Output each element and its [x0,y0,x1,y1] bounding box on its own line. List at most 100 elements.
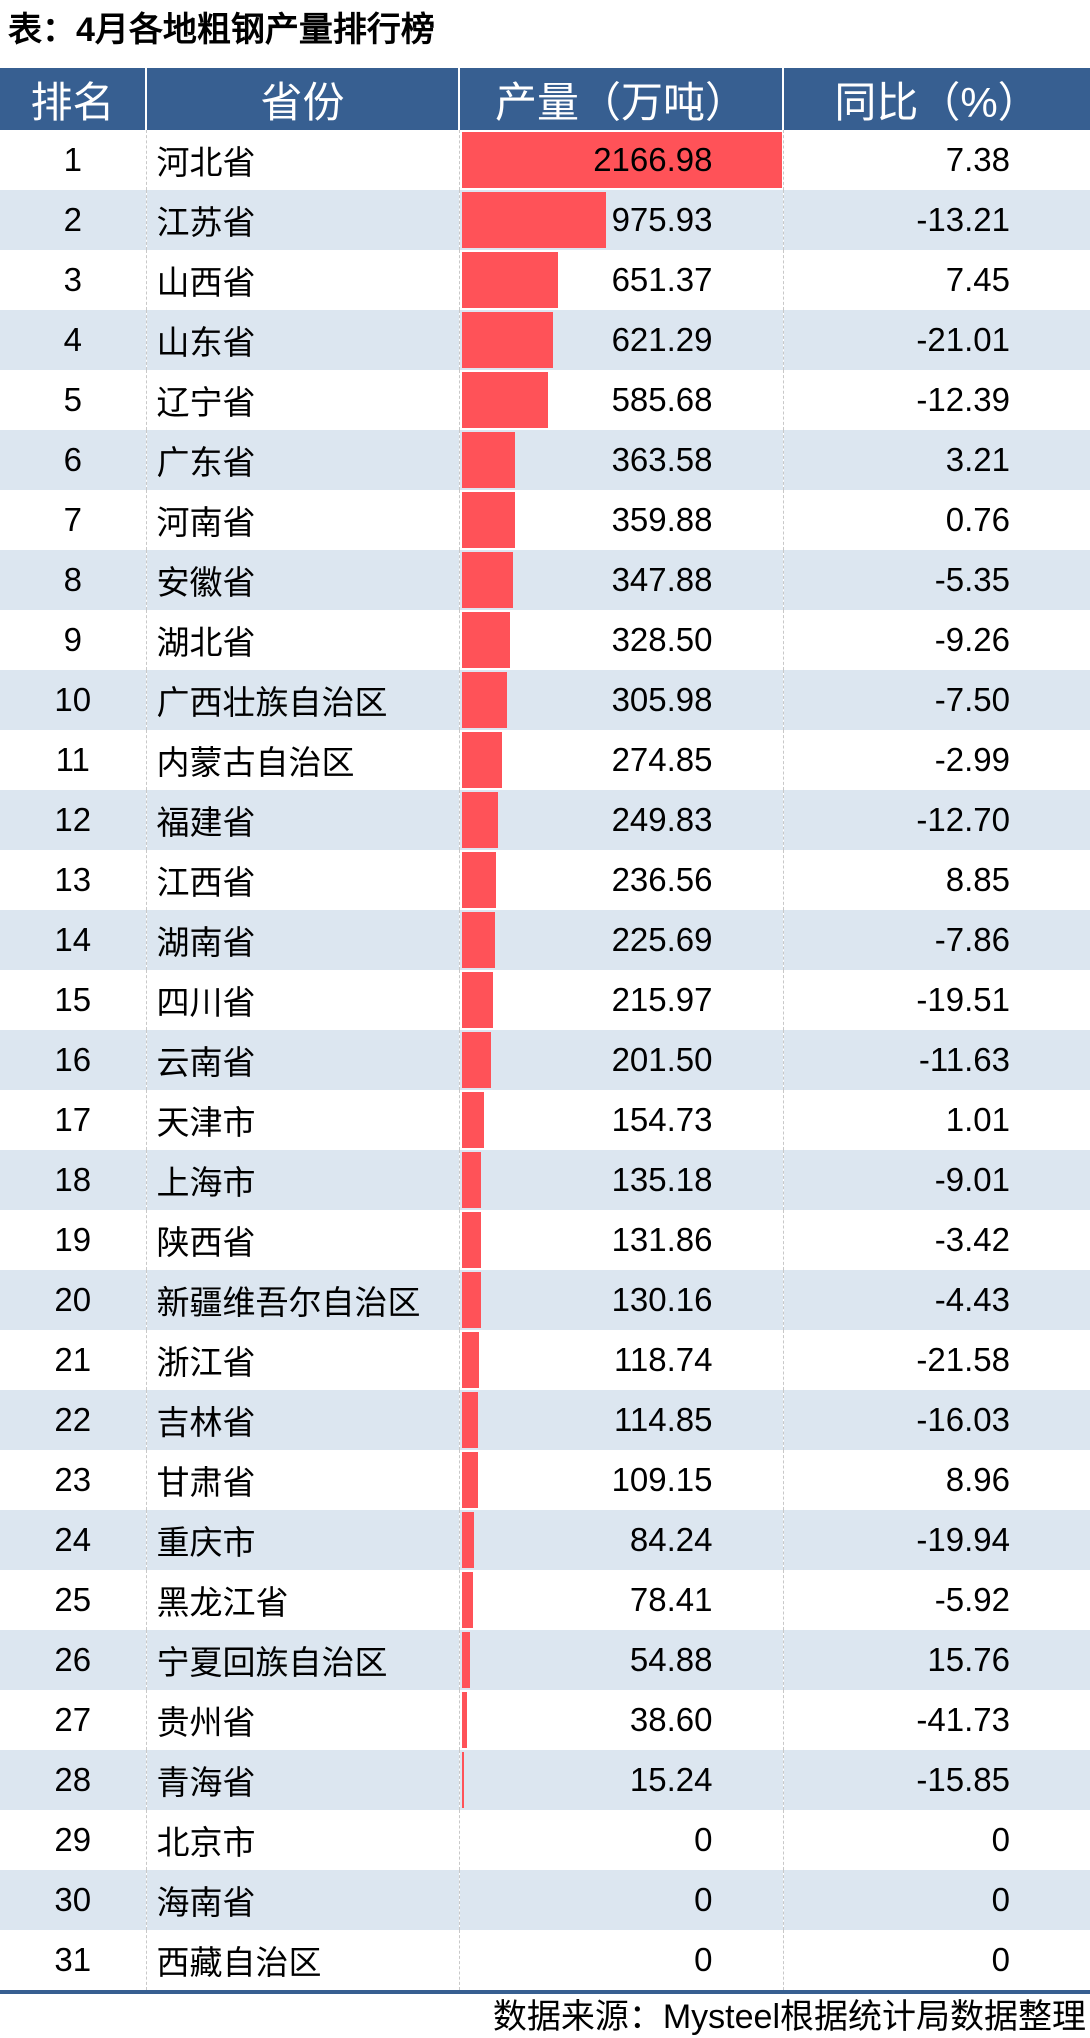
output-bar [461,1152,482,1208]
output-value: 38.60 [629,1701,713,1738]
header-output: 产量（万吨） [458,68,783,130]
output-bar [461,132,782,188]
yoy-cell: 0 [782,1870,1090,1930]
output-cell: 154.73 [458,1090,783,1150]
output-bar [461,1392,479,1448]
output-value: 201.50 [611,1041,713,1078]
output-value: 78.41 [629,1581,713,1618]
table-row: 2 江苏省 975.93 -13.21 [0,190,1090,250]
rank-cell: 3 [63,261,82,298]
output-bar [461,432,516,488]
table-row: 30 海南省 0 0 [0,1870,1090,1930]
output-cell: 78.41 [458,1570,783,1630]
output-bar [461,1512,474,1568]
rank-cell: 2 [0,190,146,250]
province-cell: 宁夏回族自治区 [145,1630,459,1690]
rank-cell: 1 [63,141,82,178]
rank-cell: 30 [0,1870,146,1930]
province-cell: 陕西省 [145,1210,459,1270]
rank-cell: 11 [55,741,90,778]
yoy-cell: 0 [782,1930,1090,1990]
rank-cell: 5 [63,381,82,418]
province-cell: 山东省 [145,310,459,370]
rank-cell: 26 [0,1630,146,1690]
output-cell: 347.88 [458,550,783,610]
output-bar [461,1332,480,1388]
output-cell: 135.18 [458,1150,783,1210]
province-cell: 福建省 [145,790,459,850]
rank-cell: 20 [0,1270,146,1330]
rank-cell: 27 [54,1701,92,1738]
rank-cell: 28 [0,1750,146,1810]
yoy-cell: -21.58 [782,1330,1090,1390]
table-row: 25 黑龙江省 78.41 -5.92 [0,1570,1090,1630]
table-row: 8 安徽省 347.88 -5.35 [0,550,1090,610]
province-cell: 上海市 [145,1150,459,1210]
province-cell: 湖南省 [145,910,459,970]
output-value: 328.50 [611,621,713,658]
output-cell: 2166.98 [458,130,783,190]
output-value: 0 [694,1821,713,1858]
yoy-cell: 7.45 [782,250,1090,310]
output-value: 135.18 [611,1161,713,1198]
header-yoy: 同比（%） [782,68,1090,130]
output-value: 114.85 [614,1401,713,1438]
rank-cell: 7 [63,501,82,538]
output-cell: 585.68 [458,370,783,430]
yoy-cell: -12.70 [782,790,1090,850]
table-row: 7 河南省 359.88 0.76 [0,490,1090,550]
output-cell: 236.56 [458,850,783,910]
output-value: 305.98 [611,681,713,718]
yoy-cell: -19.94 [782,1510,1090,1570]
table-row: 27 贵州省 38.60 -41.73 [0,1690,1090,1750]
output-cell: 130.16 [458,1270,783,1330]
output-bar [461,1092,485,1148]
table-row: 26 宁夏回族自治区 54.88 15.76 [0,1630,1090,1690]
province-cell: 天津市 [145,1090,459,1150]
output-bar [461,1212,481,1268]
table-row: 23 甘肃省 109.15 8.96 [0,1450,1090,1510]
rank-cell: 29 [54,1821,92,1858]
rank-cell: 4 [0,310,146,370]
output-value: 131.86 [611,1221,713,1258]
province-cell: 重庆市 [145,1510,459,1570]
output-cell: 38.60 [458,1690,783,1750]
province-cell: 云南省 [145,1030,459,1090]
output-bar [461,912,495,968]
output-value: 274.85 [611,741,713,778]
province-cell: 西藏自治区 [145,1930,459,1990]
output-cell: 0 [458,1810,783,1870]
table-row: 31 西藏自治区 0 0 [0,1930,1090,1990]
rank-cell: 23 [54,1461,92,1498]
yoy-cell: -15.85 [782,1750,1090,1810]
province-cell: 吉林省 [145,1390,459,1450]
output-cell: 54.88 [458,1630,783,1690]
output-cell: 0 [458,1930,783,1990]
output-value: 975.93 [611,201,713,238]
output-cell: 975.93 [458,190,783,250]
output-value: 347.88 [611,561,713,598]
yoy-cell: -2.99 [782,730,1090,790]
table-row: 11 内蒙古自治区 274.85 -2.99 [0,730,1090,790]
province-cell: 广东省 [145,430,459,490]
output-value: 0 [694,1881,713,1918]
output-cell: 225.69 [458,910,783,970]
table-row: 29 北京市 0 0 [0,1810,1090,1870]
rank-cell: 13 [54,861,92,898]
output-bar [461,1272,481,1328]
province-cell: 浙江省 [145,1330,459,1390]
table-row: 3 山西省 651.37 7.45 [0,250,1090,310]
yoy-cell: -4.43 [782,1270,1090,1330]
rank-cell: 16 [0,1030,146,1090]
output-value: 109.15 [611,1461,713,1498]
province-cell: 黑龙江省 [145,1570,459,1630]
output-cell: 651.37 [458,250,783,310]
output-cell: 305.98 [458,670,783,730]
table-row: 1 河北省 2166.98 7.38 [0,130,1090,190]
output-value: 585.68 [611,381,713,418]
output-cell: 328.50 [458,610,783,670]
output-cell: 131.86 [458,1210,783,1270]
output-value: 359.88 [611,501,713,538]
output-value: 236.56 [611,861,713,898]
output-bar [461,1452,478,1508]
